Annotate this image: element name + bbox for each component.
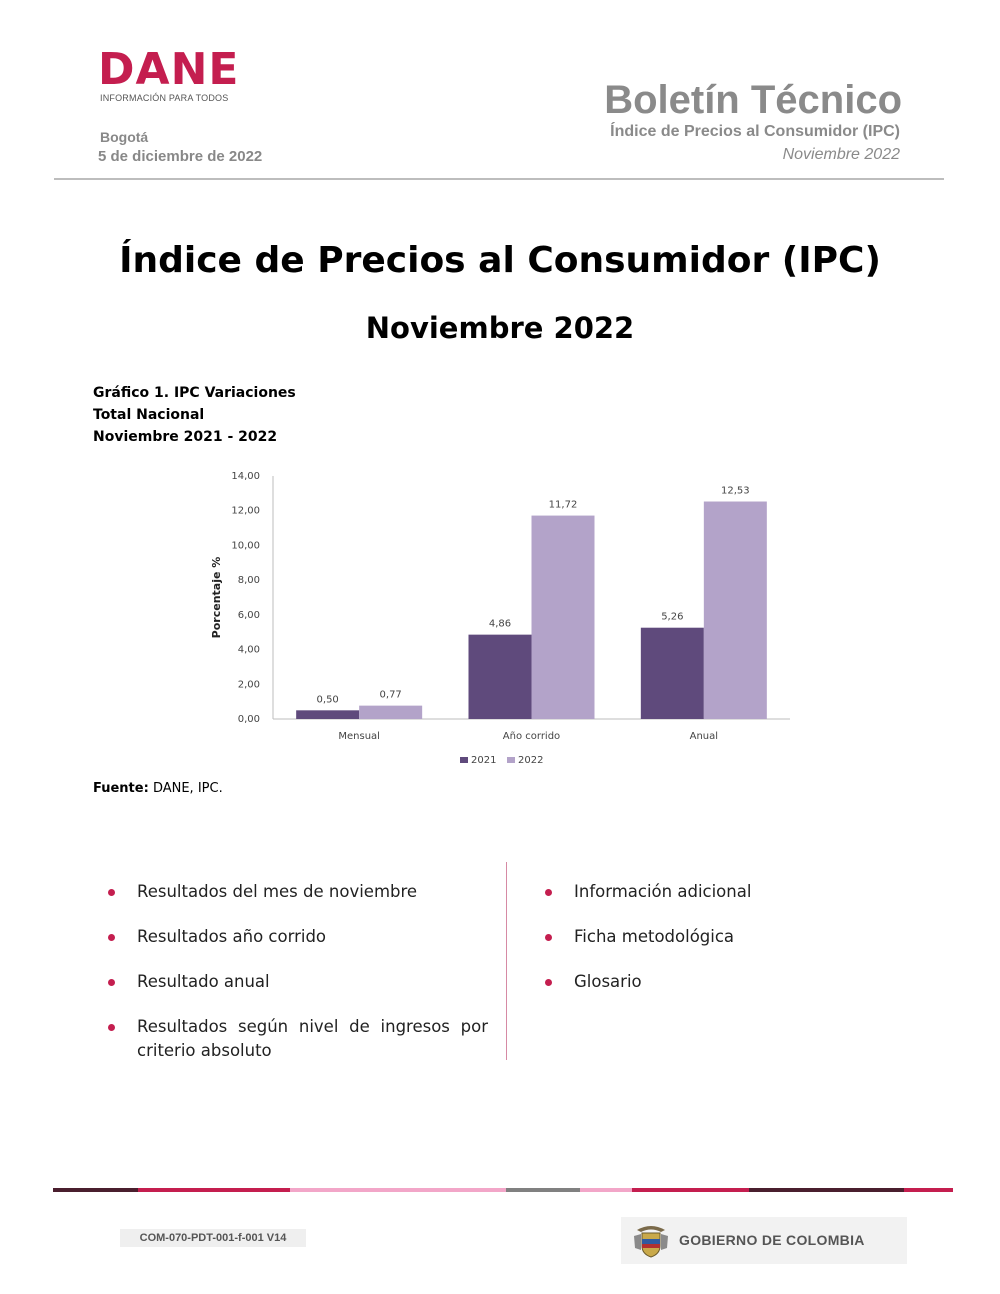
contents-item[interactable]: Información adicional bbox=[545, 880, 925, 904]
government-banner bbox=[621, 1217, 907, 1264]
data-label: 11,72 bbox=[549, 500, 578, 511]
contents-item[interactable]: Resultados del mes de noviembre bbox=[108, 880, 488, 904]
footer-bar-segment bbox=[53, 1188, 138, 1192]
contents-item-label: Información adicional bbox=[574, 882, 752, 901]
bar-2021 bbox=[296, 710, 360, 719]
bulletin-subtitle: Índice de Precios al Consumidor (IPC) bbox=[610, 123, 900, 140]
colombia-coat-of-arms-icon bbox=[634, 1226, 668, 1258]
contents-item[interactable]: Resultado anual bbox=[108, 970, 488, 994]
legend-swatch-2021 bbox=[460, 757, 468, 763]
chart-caption-line3: Noviembre 2021 - 2022 bbox=[93, 429, 278, 445]
source-label: Fuente: bbox=[93, 781, 149, 796]
chart-source: Fuente: DANE, IPC. bbox=[93, 781, 223, 796]
document-code: COM-070-PDT-001-f-001 V14 bbox=[120, 1229, 306, 1247]
contents-item[interactable]: Ficha metodológica bbox=[545, 925, 925, 949]
y-tick-label: 14,00 bbox=[231, 471, 260, 482]
contents-item-label: Resultados año corrido bbox=[137, 927, 327, 946]
y-tick-label: 0,00 bbox=[238, 714, 260, 725]
contents-item[interactable]: Glosario bbox=[545, 970, 925, 994]
bullet-icon bbox=[108, 979, 115, 986]
contents-item-label: Glosario bbox=[574, 972, 642, 991]
contents-item[interactable]: Resultados año corrido bbox=[108, 925, 488, 949]
contents-item-label: Resultado anual bbox=[137, 972, 270, 991]
ipc-bar-chart: 0,00 2,00 4,00 6,00 8,00 10,00 12,00 14,00 Porce… bbox=[210, 471, 790, 766]
data-label: 0,77 bbox=[380, 690, 402, 701]
chart-caption-line2: Total Nacional bbox=[93, 407, 205, 423]
chart-caption-line1: Gráfico 1. IPC Variaciones bbox=[93, 385, 296, 401]
footer-bar-segment bbox=[904, 1188, 953, 1192]
bulletin-period: Noviembre 2022 bbox=[782, 146, 900, 163]
data-label: 4,86 bbox=[489, 619, 511, 630]
bullet-icon bbox=[108, 889, 115, 896]
dane-logo-tagline: INFORMACIÓN PARA TODOS bbox=[100, 93, 229, 103]
x-category-label: Mensual bbox=[338, 731, 380, 742]
legend-swatch-2022 bbox=[507, 757, 515, 763]
contents-item-label: Ficha metodológica bbox=[574, 927, 735, 946]
bullet-icon bbox=[545, 889, 552, 896]
footer-bar-segment bbox=[749, 1188, 904, 1192]
bar-2022 bbox=[359, 705, 423, 719]
footer-color-bar bbox=[53, 1188, 953, 1192]
footer-bar-segment bbox=[138, 1188, 290, 1192]
dane-logo: DANE bbox=[98, 44, 240, 95]
data-label: 0,50 bbox=[317, 694, 339, 705]
contents-item-label: Resultados del mes de noviembre bbox=[137, 882, 418, 901]
contents-list-right: Información adicional Ficha metodológica… bbox=[545, 880, 925, 1015]
y-tick-label: 6,00 bbox=[238, 610, 260, 621]
y-tick-label: 8,00 bbox=[238, 575, 260, 586]
bar-2021 bbox=[468, 634, 532, 719]
footer-bar-segment bbox=[290, 1188, 506, 1192]
y-tick-label: 2,00 bbox=[238, 679, 260, 690]
y-tick-label: 12,00 bbox=[231, 506, 260, 517]
contents-item[interactable]: Resultados según nivel de ingresos por c… bbox=[108, 1015, 488, 1063]
government-label: GOBIERNO DE COLOMBIA bbox=[679, 1232, 865, 1248]
page-subtitle: Noviembre 2022 bbox=[365, 311, 635, 345]
publication-date: 5 de diciembre de 2022 bbox=[98, 148, 263, 165]
page-title: Índice de Precios al Consumidor (IPC) bbox=[119, 240, 881, 281]
bar-2021 bbox=[640, 627, 704, 719]
contents-divider bbox=[506, 862, 507, 1060]
footer-bar-segment bbox=[632, 1188, 749, 1192]
bullet-icon bbox=[108, 1024, 115, 1031]
bullet-icon bbox=[545, 934, 552, 941]
bar-2022 bbox=[531, 515, 595, 719]
contents-item-label: Resultados según nivel de ingresos por c… bbox=[137, 1017, 488, 1060]
bar-2022 bbox=[703, 501, 767, 719]
contents-list-left: Resultados del mes de noviembre Resultad… bbox=[108, 880, 488, 1084]
header-divider bbox=[54, 178, 944, 180]
bulletin-title: Boletín Técnico bbox=[604, 78, 902, 122]
footer-bar-segment bbox=[506, 1188, 580, 1192]
data-label: 5,26 bbox=[661, 612, 683, 623]
source-text: DANE, IPC. bbox=[152, 781, 223, 796]
city-label: Bogotá bbox=[100, 129, 149, 145]
bullet-icon bbox=[545, 979, 552, 986]
legend-label: 2021 bbox=[471, 755, 496, 766]
chart-caption: Gráfico 1. IPC Variaciones Total Naciona… bbox=[93, 382, 296, 448]
x-category-label: Anual bbox=[690, 731, 718, 742]
y-tick-label: 10,00 bbox=[231, 540, 260, 551]
y-axis-title: Porcentaje % bbox=[210, 557, 223, 639]
legend-label: 2022 bbox=[518, 755, 543, 766]
footer-bar-segment bbox=[580, 1188, 632, 1192]
bullet-icon bbox=[108, 934, 115, 941]
data-label: 12,53 bbox=[721, 486, 750, 497]
y-tick-label: 4,00 bbox=[238, 645, 260, 656]
x-category-label: Año corrido bbox=[503, 731, 560, 742]
